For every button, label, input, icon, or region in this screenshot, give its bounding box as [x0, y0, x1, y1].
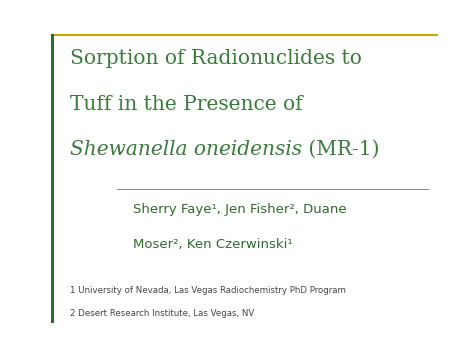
Text: Sorption of Radionuclides to: Sorption of Radionuclides to	[70, 49, 362, 68]
Text: Sherry Faye¹, Jen Fisher², Duane: Sherry Faye¹, Jen Fisher², Duane	[133, 203, 346, 216]
Text: Shewanella oneidensis: Shewanella oneidensis	[70, 140, 302, 159]
Text: Tuff in the Presence of: Tuff in the Presence of	[70, 95, 302, 114]
Text: (MR-1): (MR-1)	[302, 140, 379, 159]
Text: Moser², Ken Czerwinski¹: Moser², Ken Czerwinski¹	[133, 238, 292, 251]
Text: 2 Desert Research Institute, Las Vegas, NV: 2 Desert Research Institute, Las Vegas, …	[70, 309, 254, 318]
Text: 1 University of Nevada, Las Vegas Radiochemistry PhD Program: 1 University of Nevada, Las Vegas Radioc…	[70, 286, 346, 295]
